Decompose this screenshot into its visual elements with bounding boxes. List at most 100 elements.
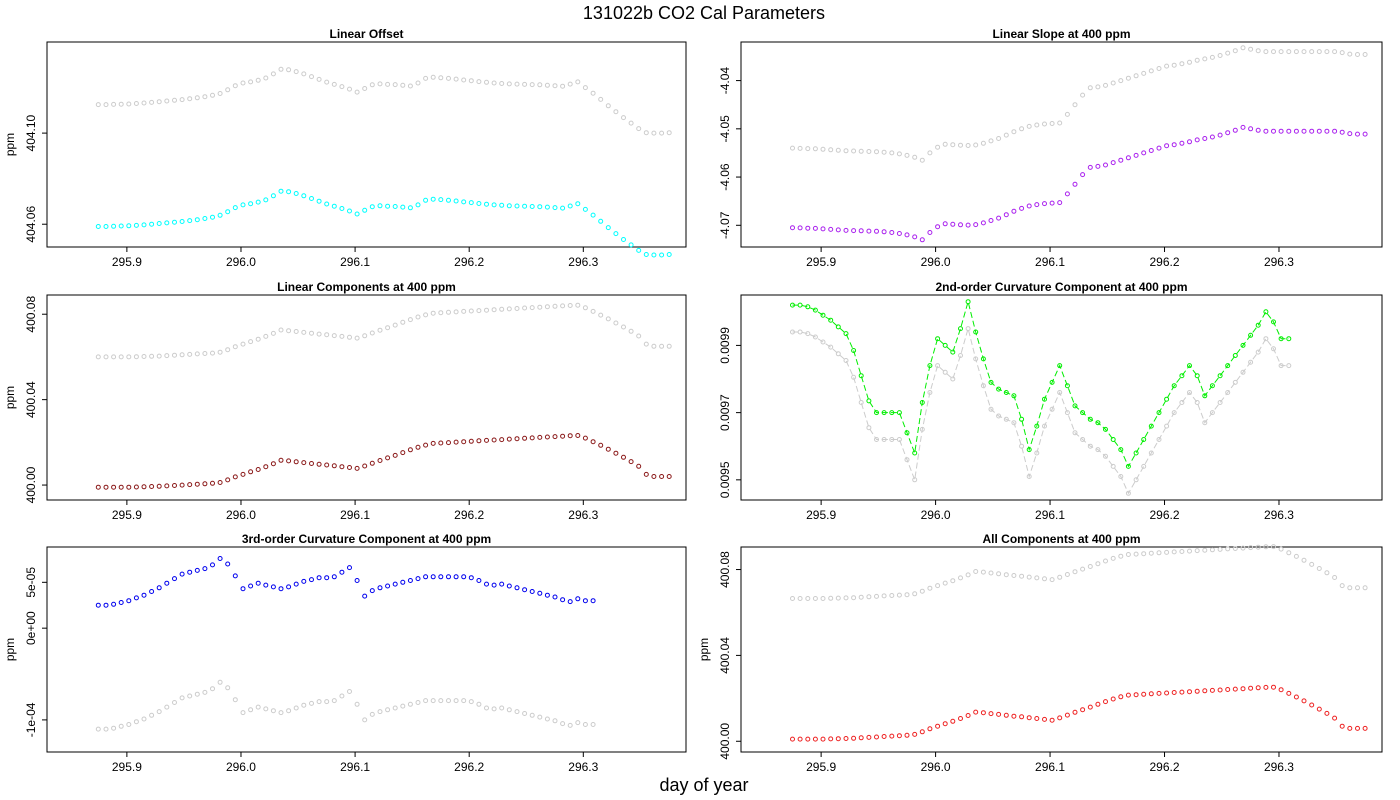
data-point xyxy=(1019,126,1025,132)
data-point xyxy=(217,480,223,485)
data-point xyxy=(636,333,642,339)
data-point xyxy=(935,583,941,589)
data-point xyxy=(988,218,994,223)
data-point xyxy=(889,410,895,416)
data-point xyxy=(1286,690,1292,696)
data-point xyxy=(919,237,925,243)
data-point xyxy=(790,225,795,231)
data-point xyxy=(1003,712,1009,718)
x-tick-label: 296.1 xyxy=(1035,760,1065,774)
data-point xyxy=(552,434,558,440)
data-point xyxy=(1110,555,1116,561)
y-tick-label: 404.10 xyxy=(24,114,38,151)
data-point xyxy=(1049,406,1055,412)
data-point xyxy=(1217,53,1223,58)
data-point xyxy=(805,736,811,742)
data-point xyxy=(889,230,895,235)
data-point xyxy=(1133,450,1139,456)
data-point xyxy=(430,574,436,580)
data-point xyxy=(812,307,818,313)
data-point xyxy=(1080,410,1086,416)
data-point xyxy=(385,707,391,713)
data-point xyxy=(1263,336,1269,342)
data-point xyxy=(980,356,986,362)
data-point xyxy=(866,734,872,740)
data-point xyxy=(1103,162,1108,168)
data-point xyxy=(133,595,139,601)
data-point xyxy=(1125,490,1131,496)
data-point xyxy=(621,454,626,460)
data-point xyxy=(476,201,482,206)
data-point xyxy=(828,317,834,323)
data-point xyxy=(1194,137,1200,143)
data-point xyxy=(1179,373,1185,379)
data-point xyxy=(248,469,254,475)
y-tick-label: 5e-05 xyxy=(24,567,38,598)
data-point xyxy=(1049,577,1055,583)
data-point xyxy=(331,698,337,704)
data-point xyxy=(453,698,459,704)
data-point xyxy=(225,87,231,93)
data-point xyxy=(392,204,398,209)
data-point xyxy=(407,578,413,583)
data-point xyxy=(1064,712,1070,718)
data-point xyxy=(659,474,665,479)
data-point xyxy=(118,600,124,605)
series-line xyxy=(792,299,1289,468)
data-point xyxy=(126,598,132,604)
data-point xyxy=(1118,78,1124,84)
data-point xyxy=(316,461,322,467)
data-point xyxy=(95,602,101,608)
panel-title: All Components at 400 ppm xyxy=(982,532,1140,546)
data-point xyxy=(453,198,459,204)
data-point xyxy=(1324,710,1330,716)
data-point xyxy=(651,474,657,479)
data-point xyxy=(1355,725,1360,731)
data-point xyxy=(636,126,642,132)
data-point xyxy=(309,700,314,706)
data-point xyxy=(522,711,528,716)
data-point xyxy=(560,303,566,309)
data-point xyxy=(484,201,489,207)
data-point xyxy=(567,81,573,87)
data-point xyxy=(506,81,512,87)
data-point xyxy=(385,203,391,209)
data-point xyxy=(666,130,672,136)
data-point xyxy=(156,483,162,489)
data-point xyxy=(858,594,864,600)
data-point xyxy=(1011,208,1017,214)
data-point xyxy=(286,708,292,714)
data-point xyxy=(1103,453,1108,459)
data-point xyxy=(354,211,360,217)
data-point xyxy=(202,216,208,221)
data-point xyxy=(324,462,330,468)
data-point xyxy=(126,722,132,727)
data-point xyxy=(874,437,879,442)
data-point xyxy=(912,477,918,483)
data-point xyxy=(598,96,604,102)
data-point xyxy=(935,336,941,342)
data-point xyxy=(331,81,337,87)
data-point xyxy=(1118,447,1124,453)
data-point xyxy=(446,574,451,580)
data-point xyxy=(1080,566,1086,572)
data-point xyxy=(225,209,231,215)
data-point xyxy=(835,595,841,601)
data-point xyxy=(354,89,360,95)
data-point xyxy=(896,592,902,598)
data-point xyxy=(874,593,879,599)
data-point xyxy=(919,400,925,405)
data-point xyxy=(286,189,292,195)
x-tick-label: 296.0 xyxy=(921,255,951,269)
data-point xyxy=(514,306,520,311)
data-point xyxy=(270,193,276,199)
data-point xyxy=(362,717,368,723)
data-point xyxy=(537,714,543,720)
data-point xyxy=(1240,124,1246,130)
data-point xyxy=(149,221,155,227)
data-point xyxy=(1286,128,1292,134)
data-point xyxy=(377,709,383,715)
data-point xyxy=(1057,715,1063,721)
data-point xyxy=(950,718,956,724)
data-point xyxy=(446,309,451,315)
